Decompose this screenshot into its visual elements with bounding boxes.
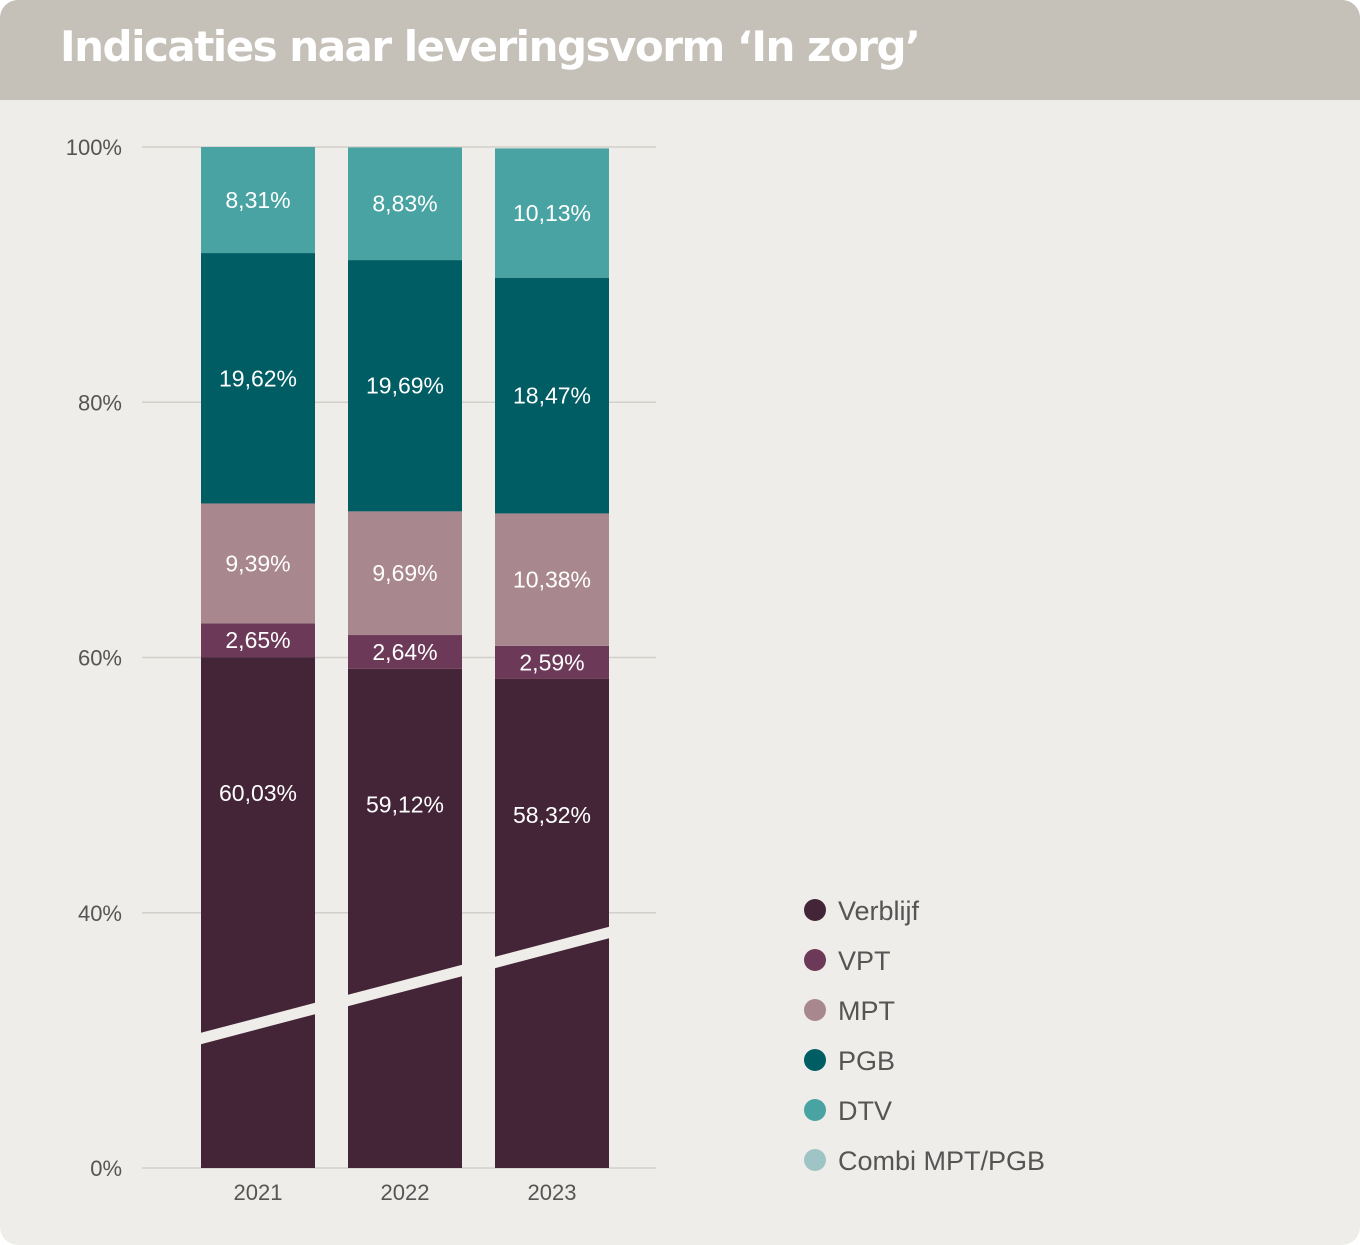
bar-segment bbox=[201, 623, 315, 658]
bar-segment bbox=[495, 678, 609, 1168]
bar-segment bbox=[348, 635, 462, 669]
legend-marker bbox=[804, 949, 826, 971]
y-tick-label: 100% bbox=[66, 135, 122, 160]
axis-break-mark bbox=[491, 926, 613, 969]
data-label: 2,65% bbox=[225, 627, 290, 653]
chart-title: Indicaties naar leveringsvorm ‘In zorg’ bbox=[60, 22, 921, 71]
data-label: 58,32% bbox=[513, 802, 591, 828]
bar-segment bbox=[495, 513, 609, 646]
bar-segment bbox=[348, 260, 462, 512]
y-tick-label: 60% bbox=[78, 646, 122, 671]
bar-segment bbox=[495, 277, 609, 514]
bar-segment bbox=[495, 645, 609, 679]
x-tick-label: 2021 bbox=[234, 1180, 283, 1205]
axis-break-mark bbox=[197, 1002, 319, 1045]
y-tick-label: 0% bbox=[90, 1156, 122, 1181]
data-label: 60,03% bbox=[219, 780, 297, 806]
axis-break-mark bbox=[344, 964, 466, 1007]
data-label: 10,38% bbox=[513, 567, 591, 593]
bar-segment bbox=[201, 253, 315, 504]
legend-marker bbox=[804, 1049, 826, 1071]
data-label: 2,64% bbox=[372, 639, 437, 665]
title-bar: Indicaties naar leveringsvorm ‘In zorg’ bbox=[0, 0, 1360, 100]
legend-label: DTV bbox=[838, 1096, 892, 1126]
data-label: 8,31% bbox=[225, 187, 290, 213]
bar-segment bbox=[348, 511, 462, 636]
bar-segment bbox=[201, 657, 315, 1168]
data-label: 59,12% bbox=[366, 792, 444, 818]
data-label: 19,62% bbox=[219, 365, 297, 391]
legend-label: PGB bbox=[838, 1046, 895, 1076]
legend-marker bbox=[804, 999, 826, 1021]
data-label: 8,83% bbox=[372, 191, 437, 217]
legend-label: VPT bbox=[838, 946, 891, 976]
bar-segment bbox=[201, 503, 315, 624]
x-tick-label: 2023 bbox=[528, 1180, 577, 1205]
data-label: 2,59% bbox=[519, 649, 584, 675]
legend-label: MPT bbox=[838, 996, 895, 1026]
data-label: 9,39% bbox=[225, 550, 290, 576]
y-tick-label: 40% bbox=[78, 901, 122, 926]
y-tick-label: 80% bbox=[78, 390, 122, 415]
data-label: 19,69% bbox=[366, 373, 444, 399]
bar-segment bbox=[201, 147, 315, 254]
bar-segment bbox=[348, 668, 462, 1168]
legend-marker bbox=[804, 899, 826, 921]
bar-segment bbox=[495, 148, 609, 278]
data-label: 9,69% bbox=[372, 560, 437, 586]
legend-marker bbox=[804, 1099, 826, 1121]
data-label: 18,47% bbox=[513, 383, 591, 409]
bar-segment bbox=[348, 147, 462, 261]
legend-label: Verblijf bbox=[838, 896, 920, 926]
x-tick-label: 2022 bbox=[381, 1180, 430, 1205]
data-label: 10,13% bbox=[513, 200, 591, 226]
legend-label: Combi MPT/PGB bbox=[838, 1146, 1045, 1176]
legend-marker bbox=[804, 1149, 826, 1171]
